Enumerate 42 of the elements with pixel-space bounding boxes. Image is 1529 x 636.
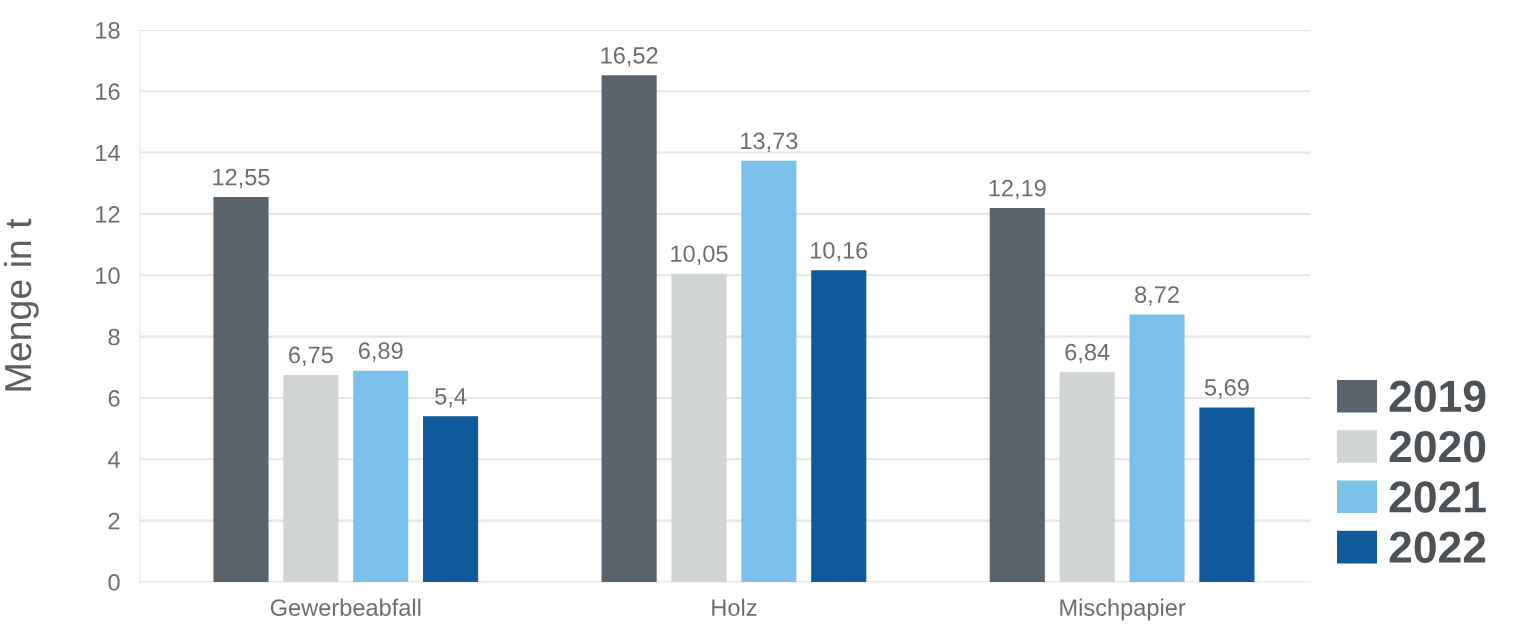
y-axis-title: Menge in t [3,218,39,391]
legend-label: 2019 [1389,380,1486,413]
data-label: 16,52 [601,46,658,67]
y-tick-label: 6 [108,389,120,407]
bar [671,273,727,582]
data-label: 12,19 [989,179,1046,200]
y-tick-label: 14 [96,144,120,162]
bar [283,374,339,582]
y-tick-label: 8 [108,328,120,346]
data-label: 13,73 [741,132,798,153]
y-tick-label: 12 [96,205,120,223]
y-tick-label: 10 [96,267,120,285]
data-label: 6,84 [1065,343,1110,364]
bar [423,416,479,582]
data-label: 12,55 [213,168,270,189]
x-tick-label: Mischpapier [1060,598,1186,621]
bar [353,370,409,582]
bar [811,270,867,582]
bar [741,160,797,582]
y-tick-label: 0 [108,574,120,591]
y-tick-label: 16 [96,83,120,101]
x-tick-label: Gewerbeabfall [270,598,421,616]
bar [1199,407,1255,582]
legend-label: 2021 [1389,481,1486,513]
legend-label: 2022 [1389,531,1486,564]
data-label: 6,89 [358,342,403,362]
bar [1129,314,1185,582]
bar [213,197,269,582]
data-label: 10,05 [671,245,728,265]
legend-label: 2020 [1389,430,1486,463]
data-label: 6,75 [289,346,333,367]
y-tick-label: 18 [96,21,120,39]
data-label: 5,4 [435,388,467,408]
y-tick-label: 2 [108,512,120,530]
bar [989,208,1045,582]
y-tick-label: 4 [108,451,120,468]
x-tick-label: Holz [712,598,757,616]
data-label: 5,69 [1204,379,1249,399]
bar [601,75,657,582]
bar [1059,372,1115,582]
data-label: 10,16 [811,242,868,262]
data-label: 8,72 [1135,286,1179,306]
